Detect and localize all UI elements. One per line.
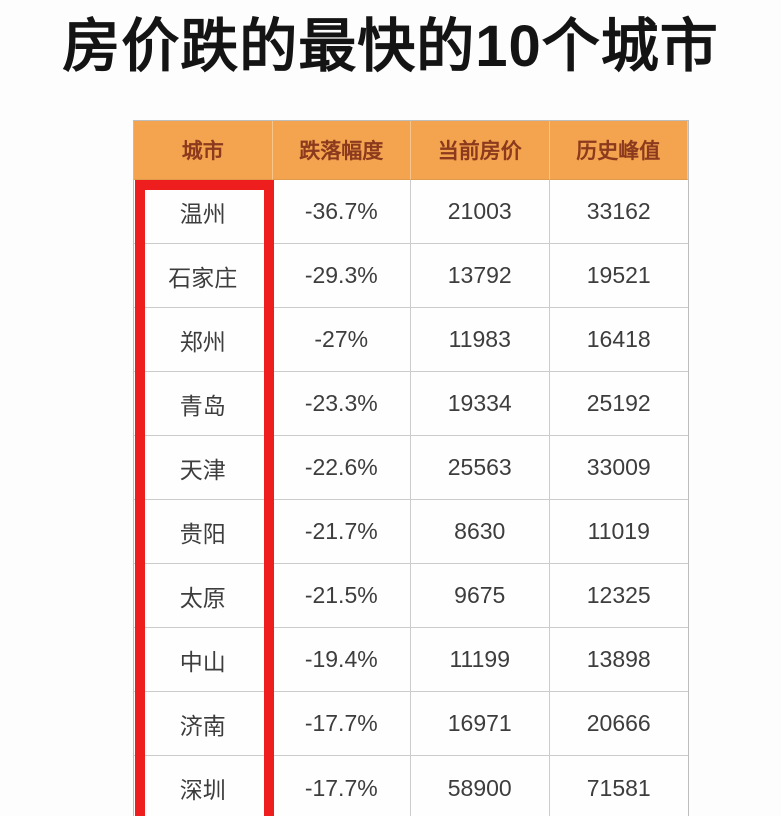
cell-peak: 11019 bbox=[549, 500, 688, 564]
cell-city: 济南 bbox=[134, 692, 273, 756]
header-current-price: 当前房价 bbox=[411, 121, 550, 180]
table-row: 贵阳 -21.7% 8630 11019 bbox=[134, 500, 688, 564]
cell-current-price: 11199 bbox=[411, 628, 550, 692]
cell-current-price: 19334 bbox=[411, 372, 550, 436]
cell-city: 深圳 bbox=[134, 756, 273, 816]
cell-peak: 71581 bbox=[586, 774, 651, 801]
cell-city: 中山 bbox=[134, 628, 273, 692]
table-row: 济南 -17.7% 16971 20666 bbox=[134, 692, 688, 756]
cell-current-price: 21003 bbox=[411, 180, 550, 244]
cell-city: 温州 bbox=[134, 180, 273, 244]
cell-peak: 13898 bbox=[549, 628, 688, 692]
cell-current-price: 9675 bbox=[411, 564, 550, 628]
cell-drop: -19.4% bbox=[272, 628, 411, 692]
header-peak: 历史峰值 bbox=[549, 121, 688, 180]
cell-drop: -17.7% bbox=[272, 692, 411, 756]
cell-drop: -22.6% bbox=[272, 436, 411, 500]
cell-peak: 20666 bbox=[549, 692, 688, 756]
cell-drop: -17.7% bbox=[273, 756, 411, 816]
cell-peak: 12325 bbox=[549, 564, 688, 628]
cell-peak: 25192 bbox=[549, 372, 688, 436]
cell-current-price: 58900 bbox=[411, 756, 550, 816]
cell-drop: -29.3% bbox=[272, 244, 411, 308]
table-row: 深圳 -17.7% 58900 71581 bbox=[134, 756, 688, 816]
header-city: 城市 bbox=[134, 121, 273, 180]
cell-drop: -36.7% bbox=[272, 180, 411, 244]
table-row: 天津 -22.6% 25563 33009 bbox=[134, 436, 688, 500]
cell-city: 青岛 bbox=[134, 372, 273, 436]
cell-peak: 33009 bbox=[549, 436, 688, 500]
cell-current-price: 8630 bbox=[411, 500, 550, 564]
cell-peak: 19521 bbox=[549, 244, 688, 308]
cell-drop: -23.3% bbox=[272, 372, 411, 436]
house-price-table: 城市 跌落幅度 当前房价 历史峰值 温州 -36.7% 21003 33162 … bbox=[133, 120, 689, 816]
cell-drop: -21.7% bbox=[272, 500, 411, 564]
cell-drop: -21.5% bbox=[272, 564, 411, 628]
table-row: 郑州 -27% 11983 16418 bbox=[134, 308, 688, 372]
cell-current-price: 11983 bbox=[411, 308, 550, 372]
cell-current-price: 25563 bbox=[411, 436, 550, 500]
cell-city: 郑州 bbox=[134, 308, 273, 372]
cell-city: 天津 bbox=[134, 436, 273, 500]
cell-city: 石家庄 bbox=[134, 244, 273, 308]
table-row: 青岛 -23.3% 19334 25192 bbox=[134, 372, 688, 436]
table-row: 太原 -21.5% 9675 12325 bbox=[134, 564, 688, 628]
header-drop: 跌落幅度 bbox=[272, 121, 411, 180]
table-row: 中山 -19.4% 11199 13898 bbox=[134, 628, 688, 692]
cell-current-price: 13792 bbox=[411, 244, 550, 308]
cell-drop: -27% bbox=[272, 308, 411, 372]
cell-city: 太原 bbox=[134, 564, 273, 628]
table-row: 温州 -36.7% 21003 33162 bbox=[134, 180, 688, 244]
page-title: 房价跌的最快的10个城市 bbox=[62, 14, 719, 79]
cell-city: 贵阳 bbox=[134, 500, 273, 564]
cell-current-price: 16971 bbox=[411, 692, 550, 756]
table-row: 石家庄 -29.3% 13792 19521 bbox=[134, 244, 688, 308]
cell-peak: 33162 bbox=[549, 180, 688, 244]
cell-peak: 16418 bbox=[549, 308, 688, 372]
table-header-row: 城市 跌落幅度 当前房价 历史峰值 bbox=[134, 121, 688, 180]
